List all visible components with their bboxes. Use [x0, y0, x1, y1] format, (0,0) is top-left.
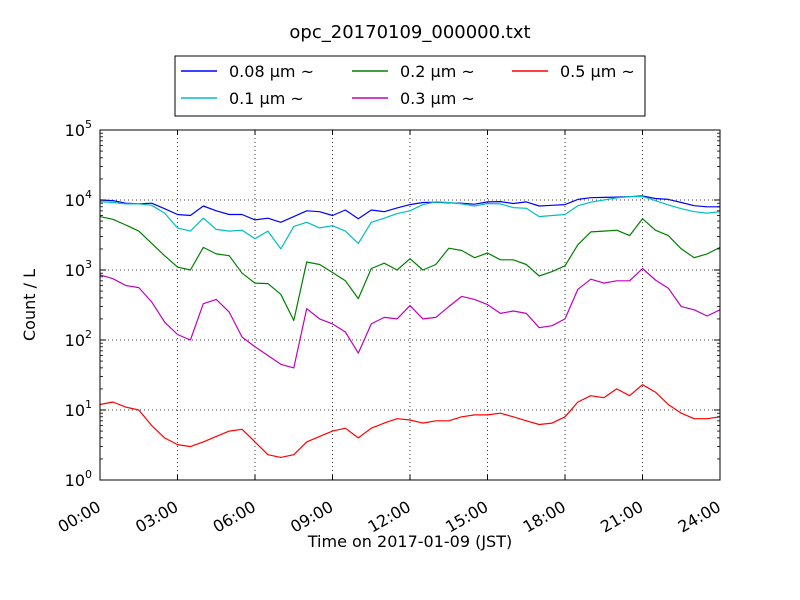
x-tick-label: 21:00 — [597, 497, 646, 537]
y-tick-label: 104 — [65, 188, 92, 210]
y-tick-label: 100 — [65, 468, 92, 490]
chart-title: opc_20170109_000000.txt — [289, 22, 530, 43]
x-tick-label: 09:00 — [287, 497, 336, 537]
legend: 0.08 μm ~ 0.1 μm ~ 0.2 μm ~ 0.3 μm ~ 0.5 μm … — [181, 62, 635, 108]
x-tick-label: 15:00 — [442, 497, 491, 537]
y-tick-label: 101 — [65, 398, 92, 420]
series-line-2 — [99, 216, 721, 322]
series-group — [99, 195, 721, 458]
series-line-1 — [99, 196, 721, 250]
x-tick-label: 03:00 — [132, 497, 181, 537]
x-tick-label: 00:00 — [55, 497, 104, 537]
y-tick-label: 103 — [65, 258, 92, 280]
series-line-4 — [99, 384, 721, 458]
legend-label: 0.3 μm ~ — [400, 89, 475, 108]
x-axis-label: Time on 2017-01-09 (JST) — [307, 532, 512, 551]
legend-label: 0.08 μm ~ — [229, 62, 314, 81]
y-tick-label: 105 — [65, 118, 92, 140]
grid — [100, 130, 720, 480]
y-axis-label: Count / L — [20, 269, 39, 341]
x-tick-label: 06:00 — [210, 497, 259, 537]
series-line-3 — [99, 267, 721, 369]
y-tick-label: 102 — [65, 328, 92, 350]
x-tick-label: 24:00 — [675, 497, 724, 537]
x-tick-label: 12:00 — [365, 497, 414, 537]
legend-box — [174, 55, 646, 117]
x-tick-label: 18:00 — [520, 497, 569, 537]
legend-label: 0.1 μm ~ — [229, 89, 304, 108]
series-line-0 — [99, 195, 720, 223]
legend-label: 0.2 μm ~ — [400, 62, 475, 81]
legend-label: 0.5 μm ~ — [560, 62, 635, 81]
